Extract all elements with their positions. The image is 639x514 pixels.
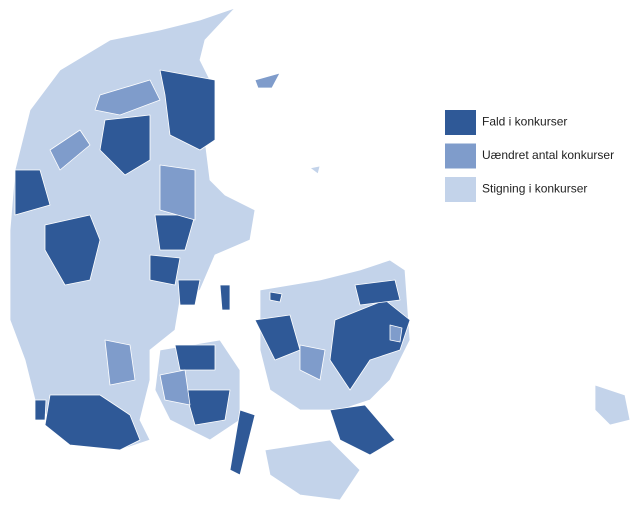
region xyxy=(159,164,196,221)
region xyxy=(254,72,281,89)
region xyxy=(219,284,231,311)
region xyxy=(184,389,231,426)
region xyxy=(34,399,47,421)
legend: Fald i konkurser Uændret antal konkurser S… xyxy=(445,110,614,202)
region xyxy=(94,79,161,116)
region xyxy=(177,279,201,306)
region xyxy=(14,169,51,216)
region xyxy=(309,165,321,175)
region xyxy=(49,129,91,171)
region xyxy=(99,114,151,176)
region xyxy=(299,344,326,381)
region xyxy=(104,339,136,386)
regions xyxy=(9,7,631,501)
region xyxy=(329,299,411,391)
region xyxy=(174,344,216,371)
legend-swatch xyxy=(445,143,476,169)
region xyxy=(264,439,361,501)
legend-swatch xyxy=(445,110,476,135)
legend-label: Stigning i konkurser xyxy=(482,182,587,196)
region xyxy=(354,279,401,306)
region xyxy=(149,254,181,286)
legend-label: Uændret antal konkurser xyxy=(482,148,614,162)
region xyxy=(329,404,396,456)
legend-label: Fald i konkurser xyxy=(482,115,567,129)
legend-swatch xyxy=(445,177,476,202)
region xyxy=(159,69,216,151)
region xyxy=(269,291,283,303)
region xyxy=(389,324,403,343)
region xyxy=(594,384,631,426)
region xyxy=(229,409,256,476)
region xyxy=(44,394,141,451)
region xyxy=(44,214,101,286)
region xyxy=(159,369,191,406)
